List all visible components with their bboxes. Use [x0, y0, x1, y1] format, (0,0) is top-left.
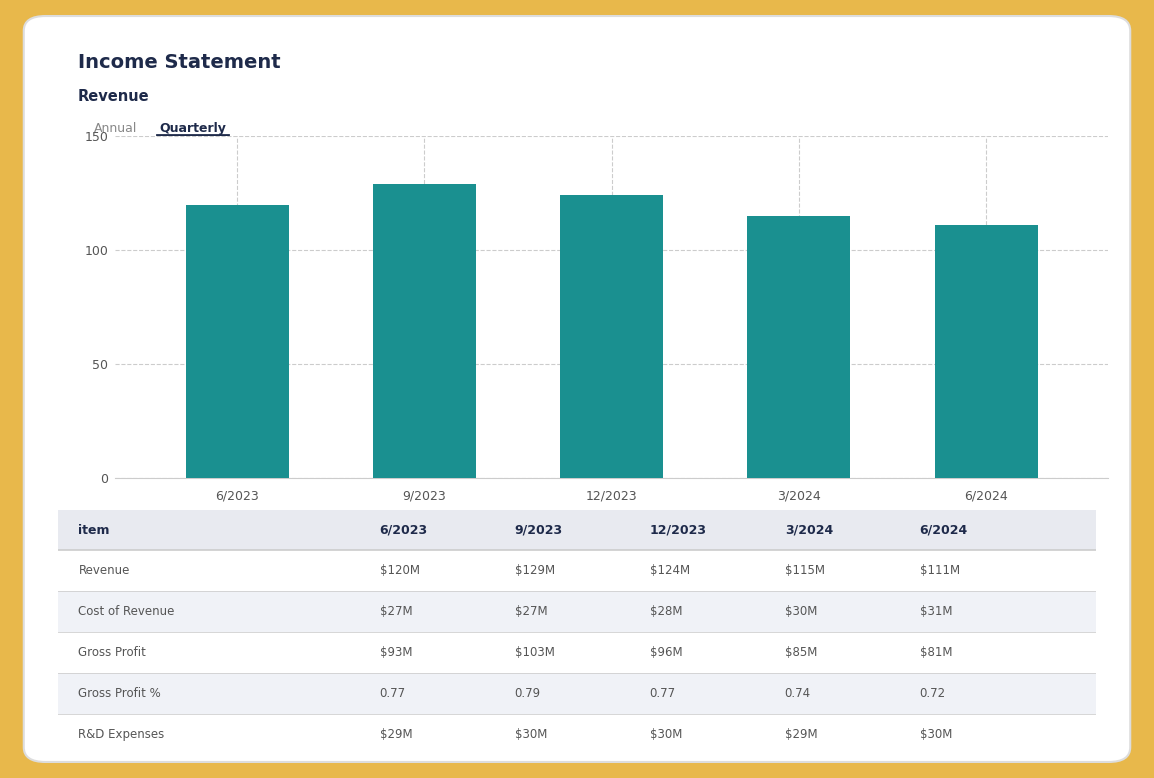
- Text: 0.72: 0.72: [920, 687, 946, 700]
- Text: $85M: $85M: [785, 646, 817, 659]
- Bar: [935, 225, 1037, 478]
- Text: Gross Profit %: Gross Profit %: [78, 687, 162, 700]
- Text: $28M: $28M: [650, 605, 682, 619]
- Bar: [186, 205, 288, 478]
- Text: $31M: $31M: [920, 605, 952, 619]
- Text: Cost of Revenue: Cost of Revenue: [78, 605, 175, 619]
- FancyBboxPatch shape: [58, 714, 1096, 755]
- Text: $103M: $103M: [515, 646, 555, 659]
- Text: 0.77: 0.77: [650, 687, 676, 700]
- Bar: [560, 195, 664, 478]
- Text: $29M: $29M: [785, 727, 817, 741]
- Text: Income Statement: Income Statement: [78, 53, 280, 72]
- Text: Quarterly: Quarterly: [159, 122, 226, 135]
- FancyBboxPatch shape: [58, 632, 1096, 673]
- Text: 0.77: 0.77: [380, 687, 406, 700]
- Text: Revenue: Revenue: [78, 89, 150, 104]
- Text: 3/2024: 3/2024: [785, 524, 833, 537]
- Text: $129M: $129M: [515, 564, 555, 577]
- Text: Annual: Annual: [95, 122, 137, 135]
- Text: $93M: $93M: [380, 646, 412, 659]
- Text: $30M: $30M: [515, 727, 547, 741]
- FancyBboxPatch shape: [58, 673, 1096, 714]
- Text: $30M: $30M: [650, 727, 682, 741]
- Text: 0.79: 0.79: [515, 687, 541, 700]
- Text: $111M: $111M: [920, 564, 960, 577]
- Text: $29M: $29M: [380, 727, 412, 741]
- Text: 0.74: 0.74: [785, 687, 811, 700]
- FancyBboxPatch shape: [24, 16, 1130, 762]
- Bar: [748, 216, 850, 478]
- Text: $124M: $124M: [650, 564, 690, 577]
- Text: $81M: $81M: [920, 646, 952, 659]
- Text: $27M: $27M: [515, 605, 547, 619]
- Text: Gross Profit: Gross Profit: [78, 646, 147, 659]
- Text: R&D Expenses: R&D Expenses: [78, 727, 165, 741]
- Text: $27M: $27M: [380, 605, 412, 619]
- FancyBboxPatch shape: [58, 591, 1096, 632]
- Bar: [373, 184, 475, 478]
- FancyBboxPatch shape: [58, 510, 1096, 551]
- Text: $120M: $120M: [380, 564, 420, 577]
- Text: $96M: $96M: [650, 646, 682, 659]
- Text: 6/2023: 6/2023: [380, 524, 428, 537]
- Text: 9/2023: 9/2023: [515, 524, 563, 537]
- FancyBboxPatch shape: [58, 551, 1096, 591]
- Text: $115M: $115M: [785, 564, 825, 577]
- Text: $30M: $30M: [920, 727, 952, 741]
- Text: item: item: [78, 524, 110, 537]
- Text: 6/2024: 6/2024: [920, 524, 968, 537]
- Text: Revenue: Revenue: [78, 564, 130, 577]
- Text: 12/2023: 12/2023: [650, 524, 706, 537]
- Text: $30M: $30M: [785, 605, 817, 619]
